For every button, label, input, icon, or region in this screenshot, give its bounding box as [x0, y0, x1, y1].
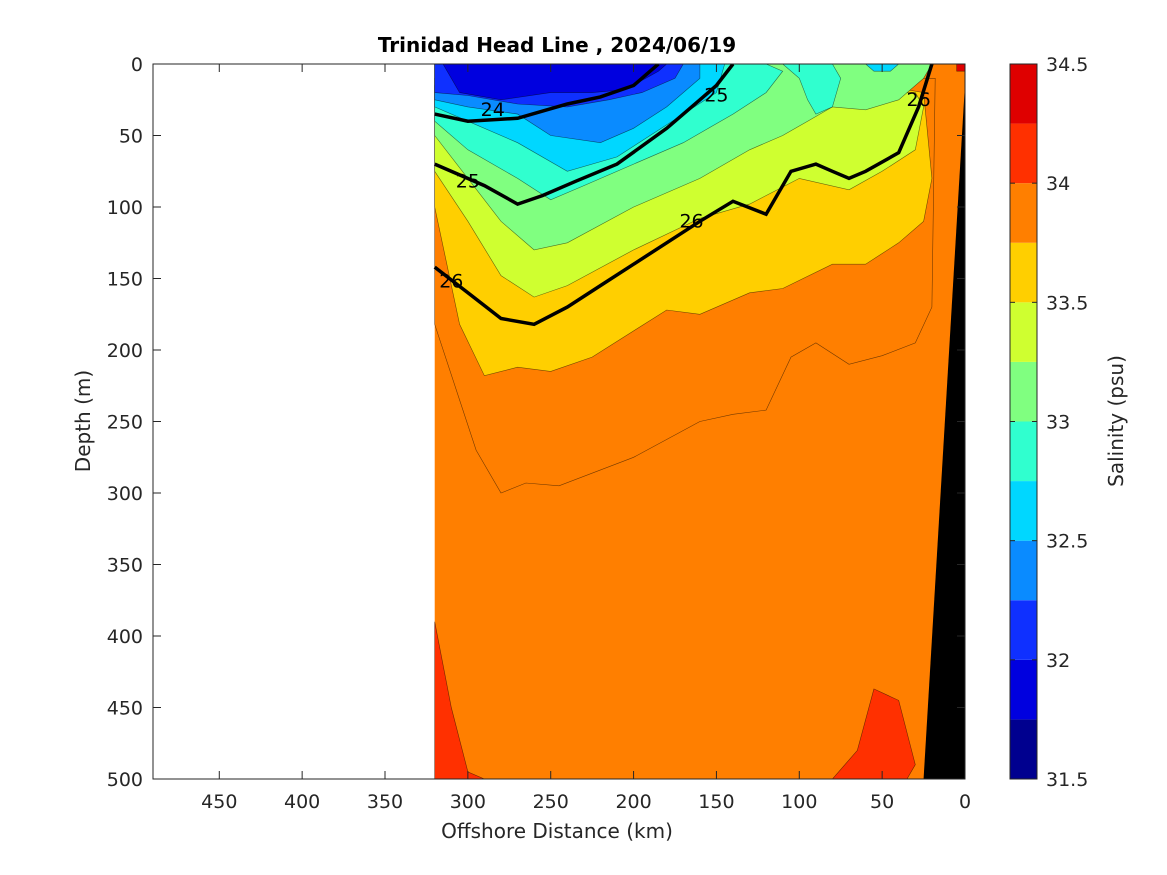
contour-label-26-0: 26 [439, 270, 463, 292]
y-tick-label-300: 300 [107, 483, 143, 505]
colorbar-swatch-11 [1010, 64, 1037, 124]
x-tick-label-150: 150 [698, 791, 734, 813]
colorbar-swatch-7 [1010, 302, 1037, 362]
contour-label-25-0: 25 [456, 170, 480, 192]
colorbar-swatch-9 [1010, 183, 1037, 243]
colorbar-tick-label-34.5: 34.5 [1046, 54, 1088, 76]
colorbar-swatch-4 [1010, 481, 1037, 541]
colorbar-tick-label-32: 32 [1046, 650, 1070, 672]
colorbar-swatch-0 [1010, 719, 1037, 779]
x-tick-label-300: 300 [450, 791, 486, 813]
x-tick-label-50: 50 [870, 791, 894, 813]
colorbar-tick-label-33.5: 33.5 [1046, 292, 1088, 314]
salinity-band-11 [782, 64, 842, 115]
axes: 450 400 350 300 250 200 150 100 50 00501001502002… [107, 54, 971, 813]
colorbar-swatch-10 [1010, 123, 1037, 184]
plot-area: 24 25 25 26 26 26 [433, 64, 965, 779]
y-tick-label-250: 250 [107, 412, 143, 434]
density-contour-25 [434, 64, 735, 207]
y-tick-label-350: 350 [107, 555, 143, 577]
colorbar-swatch-2 [1010, 600, 1037, 660]
y-tick-label-0: 0 [131, 54, 143, 76]
y-tick-label-100: 100 [107, 197, 143, 219]
colorbar-swatch-3 [1010, 540, 1037, 601]
y-tick-label-400: 400 [107, 626, 143, 648]
seafloor-bathymetry [923, 84, 965, 779]
salinity-band-13 [956, 64, 965, 72]
colorbar-label: Salinity (psu) [1104, 355, 1128, 487]
chart-title: Trinidad Head Line , 2024/06/19 [378, 33, 736, 57]
colorbar: 31.5 32 32.5 33 33.5 34 34.5 [1009, 54, 1088, 791]
contour-label-26-1: 26 [679, 210, 703, 232]
x-axis-label: Offshore Distance (km) [441, 819, 673, 843]
colorbar-swatch-8 [1010, 242, 1037, 303]
y-tick-label-150: 150 [107, 269, 143, 291]
colorbar-tick-label-33: 33 [1046, 412, 1070, 434]
contour-label-24-0: 24 [481, 99, 505, 121]
y-axis-label: Depth (m) [71, 370, 95, 472]
colorbar-tick-label-34: 34 [1046, 173, 1070, 195]
x-tick-label-400: 400 [284, 791, 320, 813]
contour-label-25-1: 25 [704, 84, 728, 106]
x-tick-label-250: 250 [533, 791, 569, 813]
colorbar-swatch-5 [1010, 421, 1037, 482]
colorbar-swatch-1 [1010, 659, 1037, 720]
colorbar-tick-label-32.5: 32.5 [1046, 531, 1088, 553]
x-tick-label-200: 200 [615, 791, 651, 813]
x-tick-label-100: 100 [781, 791, 817, 813]
density-contour-24 [434, 64, 660, 123]
salinity-band-10 [442, 64, 668, 101]
contour-label-26-2: 26 [907, 89, 931, 111]
x-tick-label-450: 450 [201, 791, 237, 813]
salinity-band-0 [434, 621, 485, 779]
colorbar-swatch-6 [1010, 361, 1037, 422]
y-tick-label-200: 200 [107, 340, 143, 362]
y-tick-label-450: 450 [107, 698, 143, 720]
x-tick-label-350: 350 [367, 791, 403, 813]
salinity-band-1 [832, 688, 916, 779]
y-tick-label-500: 500 [107, 769, 143, 791]
colorbar-tick-label-31.5: 31.5 [1046, 769, 1088, 791]
density-contour-26 [433, 64, 934, 327]
seafloor-mask [923, 84, 965, 779]
y-tick-label-50: 50 [119, 126, 143, 148]
x-tick-label-0: 0 [959, 791, 971, 813]
